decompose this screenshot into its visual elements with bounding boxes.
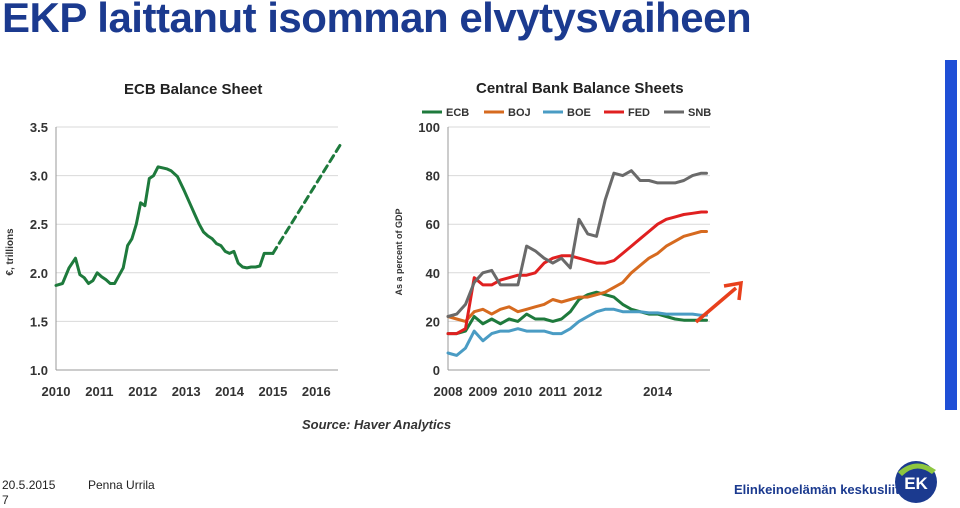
ecb-y-axis-label: €, trillions <box>5 228 16 276</box>
series-line-ecb <box>446 290 708 336</box>
x-tick-label: 2012 <box>573 384 602 399</box>
ecb-chart-title: ECB Balance Sheet <box>124 81 262 98</box>
x-tick-label: 2016 <box>302 384 331 399</box>
ek-logo-text: EK <box>904 474 928 493</box>
y-tick-label: 3.0 <box>30 169 48 184</box>
y-tick-label: 20 <box>426 314 440 329</box>
x-tick-label: 2010 <box>503 384 532 399</box>
ecb-y-tick-labels: 1.0 1.5 2.0 2.5 3.0 3.5 <box>30 120 48 378</box>
legend-label: BOJ <box>508 107 531 119</box>
footer-date: 20.5.2015 <box>2 478 56 492</box>
y-tick-label: 2.5 <box>30 217 48 232</box>
legend-label: BOE <box>567 107 591 119</box>
series-line-boj <box>446 230 708 323</box>
legend-label: FED <box>628 107 650 119</box>
x-tick-label: 2010 <box>42 384 71 399</box>
series-line-boe <box>446 307 708 357</box>
legend-label: ECB <box>446 107 469 119</box>
ecb-chart: ECB Balance Sheet 1.0 1.5 2.0 2.5 3.0 3.5 201… <box>5 81 344 399</box>
cb-x-tick-labels: 2008 2009 2010 2011 2012 2014 <box>434 384 673 399</box>
page-number: 7 <box>2 493 9 507</box>
series-line-fed <box>446 210 708 336</box>
ecb-series <box>54 140 344 287</box>
ecb-gridlines <box>55 126 338 371</box>
x-tick-label: 2012 <box>128 384 157 399</box>
legend-label: SNB <box>688 107 711 119</box>
cb-chart: Central Bank Balance Sheets ECB BOJ BOE FED… <box>394 80 711 399</box>
y-tick-label: 0 <box>433 363 440 378</box>
y-tick-label: 100 <box>418 120 440 135</box>
x-tick-label: 2009 <box>468 384 497 399</box>
slide-title: EKP laittanut isomman elvytysvaiheen <box>2 0 752 41</box>
series-line-1 <box>271 140 344 255</box>
y-tick-label: 40 <box>426 266 440 281</box>
y-tick-label: 3.5 <box>30 120 48 135</box>
x-tick-label: 2014 <box>643 384 673 399</box>
organization-name: Elinkeinoelämän keskusliitto <box>734 482 912 497</box>
footer-author: Penna Urrila <box>88 478 155 492</box>
x-tick-label: 2011 <box>85 384 113 399</box>
x-tick-label: 2014 <box>215 384 245 399</box>
cb-series <box>446 169 708 357</box>
red-arrow-icon <box>694 280 744 324</box>
x-tick-label: 2008 <box>434 384 463 399</box>
x-tick-label: 2015 <box>258 384 287 399</box>
cb-y-axis-label: As a percent of GDP <box>394 208 404 295</box>
x-tick-label: 2011 <box>539 384 567 399</box>
accent-bar <box>945 60 957 410</box>
y-tick-label: 60 <box>426 217 440 232</box>
y-tick-label: 1.0 <box>30 363 48 378</box>
y-tick-label: 1.5 <box>30 314 48 329</box>
y-tick-label: 2.0 <box>30 266 48 281</box>
cb-legend: ECB BOJ BOE FED SNB <box>422 107 711 119</box>
cb-y-tick-labels: 0 20 40 60 80 100 <box>418 120 440 378</box>
ek-logo-icon: EK <box>895 461 937 503</box>
cb-chart-title: Central Bank Balance Sheets <box>476 80 684 97</box>
ecb-x-tick-labels: 2010 2011 2012 2013 2014 2015 2016 <box>42 384 331 399</box>
series-line-0 <box>54 165 275 287</box>
source-note: Source: Haver Analytics <box>302 417 452 432</box>
x-tick-label: 2013 <box>172 384 201 399</box>
y-tick-label: 80 <box>426 169 440 184</box>
series-line-snb <box>446 169 708 318</box>
cb-gridlines <box>447 126 710 371</box>
